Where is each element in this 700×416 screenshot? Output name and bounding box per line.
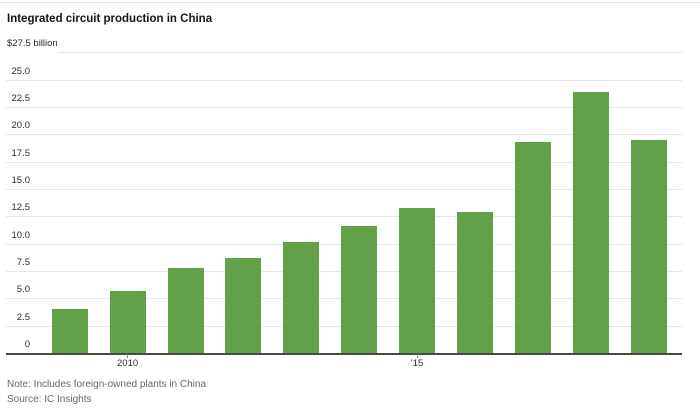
top-rule [0,2,700,3]
x-axis-tick [127,354,129,358]
bar-2012[interactable] [225,257,262,353]
gridline [6,107,682,109]
y-axis-tick-label: 17.5 [11,147,31,159]
y-axis-tick-label: 5.0 [16,284,30,296]
bar-2019[interactable] [630,139,667,353]
bar-2015[interactable] [399,207,436,353]
y-axis-tick-label: 2.5 [16,311,30,323]
y-axis-tick-label: 0 [24,339,30,350]
x-axis-line [6,353,682,355]
gridline [6,216,682,218]
gridline [6,134,682,136]
x-axis-tick-label: '15 [410,358,424,369]
x-axis-tick [416,354,418,358]
bar-2016[interactable] [457,212,493,353]
gridline [58,52,682,54]
chart-title: Integrated circuit production in China [7,13,213,25]
y-axis-tick-label: 10.0 [11,229,31,241]
bar-2009[interactable] [51,309,88,353]
gridline [6,189,682,191]
bar-2013[interactable] [283,241,320,353]
x-axis-tick-label: 2010 [117,358,139,369]
y-axis-tick-label: 7.5 [16,257,30,268]
gridline [6,79,682,81]
bar-2017[interactable] [514,142,551,353]
y-axis-tick-label: 22.5 [11,93,31,105]
bar-2011[interactable] [167,267,204,353]
y-axis-tick-label: 12.5 [11,202,31,214]
bar-2014[interactable] [341,226,378,353]
chart-source: Source: IC Insights [7,394,92,405]
y-axis-tick-label: 20.0 [11,120,31,132]
bar-2010[interactable] [109,290,146,353]
bar-2018[interactable] [572,91,609,353]
chart-note: Note: Includes foreign-owned plants in C… [7,379,207,390]
y-axis-tick-label: 15.0 [11,175,31,187]
y-axis-tick-label: 25.0 [11,65,31,77]
y-axis-unit-label: $27.5 billion [7,38,58,49]
gridline [6,161,682,163]
